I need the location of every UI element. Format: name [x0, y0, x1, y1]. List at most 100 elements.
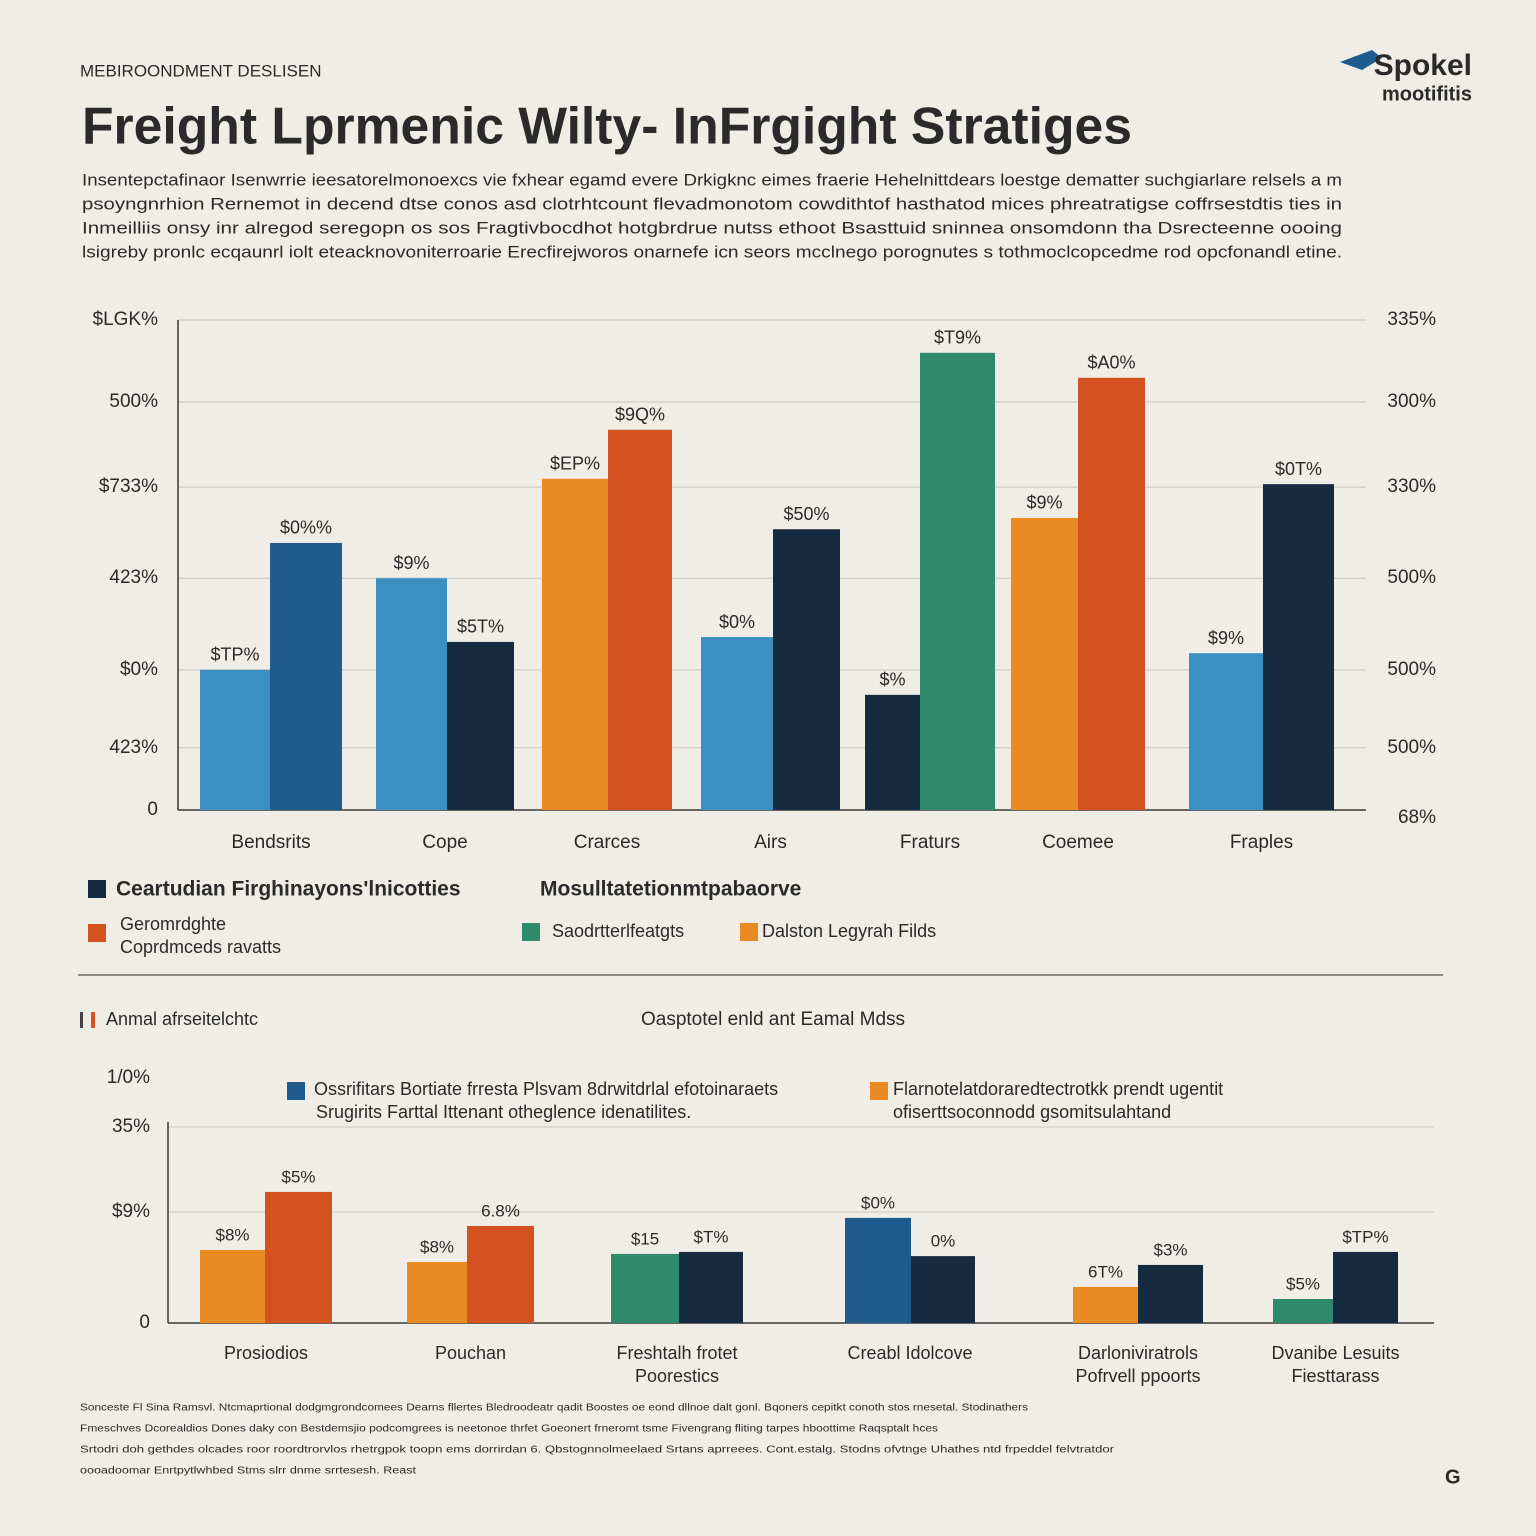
x-tick-label: Prosiodios — [224, 1343, 308, 1363]
section-marker — [91, 1012, 95, 1028]
y2-tick-label: 335% — [1387, 309, 1436, 330]
section-label: Anmal afrseitelchtc — [106, 1009, 258, 1029]
footnote-line: Srtodri doh gethdes olcades roor roordtr… — [80, 1445, 1115, 1456]
bar — [701, 637, 773, 810]
bar — [376, 578, 447, 810]
value-label: 6T% — [1088, 1262, 1123, 1281]
x-tick-label: Bendsrits — [231, 832, 310, 853]
bar — [865, 694, 920, 810]
footnote-line: oooadoomar Enrtpytlwhbed Stms slrr dnme … — [80, 1466, 416, 1477]
x-tick-label: Pofrvell ppoorts — [1075, 1366, 1200, 1386]
section-marker — [80, 1012, 83, 1028]
legend-label: ofiserttsoconnodd gsomitsulahtand — [893, 1102, 1171, 1122]
logo: Spokel mootifitis — [1340, 49, 1472, 105]
x-tick-label: Fraples — [1230, 832, 1293, 853]
value-label: 6.8% — [481, 1201, 520, 1220]
intro-line: Inmeilliis onsy inr alregod seregopn os … — [82, 218, 1342, 237]
y-tick-label: 35% — [112, 1116, 150, 1137]
bar — [1011, 517, 1078, 810]
footer-mark: G — [1445, 1466, 1461, 1488]
x-tick-label: Dvanibe Lesuits — [1271, 1343, 1399, 1363]
bar — [1078, 377, 1145, 810]
x-tick-label: Darloniviratrols — [1078, 1343, 1198, 1363]
y-tick-label: 423% — [109, 737, 158, 758]
x-tick-label: Pouchan — [435, 1343, 506, 1363]
value-label: $8% — [420, 1237, 454, 1256]
x-tick-label: Fiesttarass — [1291, 1366, 1379, 1386]
footnote-line: Sonceste Fl Sina Ramsvl. Ntcmaprtional d… — [80, 1403, 1028, 1414]
value-label: $3% — [1153, 1240, 1187, 1259]
legend-label: Srugirits Farttal Ittenant otheglence id… — [316, 1102, 691, 1122]
bar — [200, 1249, 265, 1323]
y-tick-label: $733% — [99, 476, 158, 497]
x-tick-label: Crarces — [574, 832, 641, 853]
title: Freight Lprmenic Wilty- InFrgight Strati… — [82, 98, 1132, 156]
legend-label: Flarnotelatdoraredtectrotkk prendt ugent… — [893, 1079, 1223, 1099]
legend-swatch — [522, 923, 540, 941]
y2-tick-label: 68% — [1398, 807, 1436, 828]
y-tick-label: $LGK% — [93, 309, 159, 330]
value-label: $TP% — [210, 645, 259, 665]
value-label: $T% — [694, 1227, 729, 1246]
x-tick-label: Creabl Idolcove — [847, 1343, 972, 1363]
x-tick-label: Coemee — [1042, 832, 1114, 853]
logo-name: Spokel — [1374, 49, 1472, 82]
bar — [1138, 1264, 1203, 1323]
y2-tick-label: 500% — [1387, 737, 1436, 758]
bar — [773, 529, 840, 810]
y2-tick-label: 500% — [1387, 567, 1436, 588]
value-label: $0%% — [280, 518, 332, 538]
x-tick-label: Fraturs — [900, 832, 960, 853]
value-label: $8% — [215, 1225, 249, 1244]
chart-title: Oasptotel enld ant Eamal Mdss — [641, 1009, 905, 1030]
x-tick-label: Freshtalh frotet — [616, 1343, 737, 1363]
bar — [265, 1191, 332, 1323]
value-label: $50% — [783, 504, 829, 524]
legend-label: Mosulltatetionmtpabaorve — [540, 878, 801, 901]
legend-label: Dalston Legyrah Filds — [762, 921, 936, 941]
bar — [467, 1225, 534, 1323]
value-label: $9% — [1208, 628, 1244, 648]
y-tick-label: 0 — [139, 1312, 150, 1333]
bar — [1273, 1298, 1333, 1323]
value-label: $9% — [393, 553, 429, 573]
bar — [920, 352, 995, 810]
value-label: $T9% — [934, 328, 981, 348]
value-label: $5T% — [457, 617, 504, 637]
footnote-line: Fmeschves Dcorealdios Dones daky con Bes… — [80, 1424, 938, 1435]
legend-label: Saodrtterlfeatgts — [552, 921, 684, 941]
bar — [608, 429, 672, 810]
bar — [611, 1253, 679, 1323]
value-label: $9Q% — [615, 405, 665, 425]
legend-label: Geromrdghte — [120, 914, 226, 934]
value-label: $0T% — [1275, 459, 1322, 479]
bar — [407, 1261, 467, 1323]
legend-swatch — [870, 1082, 888, 1100]
bar — [845, 1217, 911, 1323]
bar — [1263, 484, 1334, 810]
value-label: $5% — [1286, 1274, 1320, 1293]
bar — [447, 641, 514, 810]
intro-line: lsigreby pronlc ecqaunrl iolt eteacknovo… — [82, 242, 1342, 261]
legend-label: Ossrifitars Bortiate frresta Plsvam 8drw… — [314, 1079, 778, 1099]
y-tick-label: 423% — [109, 567, 158, 588]
bar — [911, 1256, 975, 1323]
legend-swatch — [88, 924, 106, 942]
legend-swatch — [287, 1082, 305, 1100]
y-tick-label: $0% — [120, 659, 158, 680]
y-tick-label: 0 — [147, 799, 158, 820]
value-label: $0% — [719, 612, 755, 632]
value-label: $% — [879, 670, 905, 690]
intro-line: Insentepctafinaor Isenwrrie ieesatorelmo… — [82, 170, 1342, 189]
logo-tagline: mootifitis — [1382, 83, 1472, 105]
bar — [1333, 1251, 1398, 1323]
kicker: MEBIROONDMENT DESLISEN — [80, 61, 322, 80]
bar — [1073, 1286, 1138, 1323]
legend-swatch — [88, 880, 106, 898]
y-tick-label: $9% — [112, 1201, 150, 1222]
bar — [1189, 653, 1263, 810]
value-label: $15 — [631, 1229, 659, 1248]
intro-line: psoyngnrhion Rernemot in decend dtse con… — [82, 194, 1342, 213]
bar — [679, 1251, 743, 1323]
